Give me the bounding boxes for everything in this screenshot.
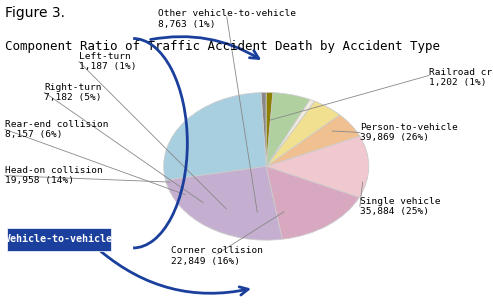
Wedge shape: [266, 92, 273, 166]
Text: Vehicle-to-vehicle: Vehicle-to-vehicle: [5, 234, 113, 245]
Text: Rear-end collision
8,157 (6%): Rear-end collision 8,157 (6%): [5, 120, 108, 139]
Wedge shape: [166, 166, 282, 240]
Wedge shape: [266, 136, 369, 197]
Text: Left-turn
1,187 (1%): Left-turn 1,187 (1%): [79, 52, 137, 71]
Wedge shape: [266, 101, 340, 166]
Text: Railroad crossing
1,202 (1%): Railroad crossing 1,202 (1%): [429, 68, 493, 87]
Wedge shape: [266, 93, 310, 166]
Wedge shape: [266, 99, 315, 166]
Text: Person-to-vehicle
39,869 (26%): Person-to-vehicle 39,869 (26%): [360, 123, 458, 142]
Wedge shape: [266, 166, 359, 239]
Wedge shape: [164, 93, 266, 180]
Text: Figure 3.: Figure 3.: [5, 6, 65, 20]
Text: Corner collision
22,849 (16%): Corner collision 22,849 (16%): [171, 246, 263, 266]
Text: Component Ratio of Traffic Accident Death by Accident Type: Component Ratio of Traffic Accident Deat…: [5, 40, 440, 53]
Wedge shape: [266, 115, 360, 166]
Text: Head-on collision
19,958 (14%): Head-on collision 19,958 (14%): [5, 166, 103, 185]
Text: Other vehicle-to-vehicle
8,763 (1%): Other vehicle-to-vehicle 8,763 (1%): [158, 9, 296, 29]
Text: Single vehicle
35,884 (25%): Single vehicle 35,884 (25%): [360, 197, 440, 216]
Wedge shape: [261, 92, 266, 166]
Text: Right-turn
7,182 (5%): Right-turn 7,182 (5%): [44, 83, 102, 102]
